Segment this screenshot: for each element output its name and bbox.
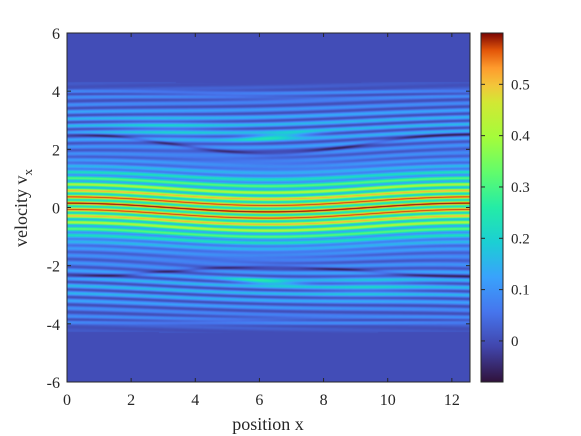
colorbar-tick-label: 0.4 bbox=[511, 129, 530, 145]
colorbar-tick-label: 0.1 bbox=[511, 283, 530, 299]
y-tick-label: -4 bbox=[47, 317, 60, 334]
x-tick-label: 2 bbox=[127, 392, 135, 409]
y-axis-ticks: -6 -4 -2 0 2 4 6 bbox=[47, 26, 470, 392]
y-tick-label: 6 bbox=[52, 26, 60, 43]
x-axis-ticks: 0 2 4 6 8 10 12 bbox=[63, 33, 460, 409]
y-tick-label: 0 bbox=[52, 201, 60, 218]
colorbar-tick-label: 0.5 bbox=[511, 77, 530, 93]
y-axis-label-main: velocity v bbox=[11, 176, 31, 247]
y-tick-label: 4 bbox=[52, 84, 60, 101]
colorbar-ticks: 0 0.1 0.2 0.3 0.4 0.5 bbox=[481, 77, 530, 350]
x-tick-label: 4 bbox=[191, 392, 199, 409]
x-tick-label: 12 bbox=[444, 392, 460, 409]
colorbar-tick-label: 0.2 bbox=[511, 231, 530, 247]
y-tick-label: -6 bbox=[47, 375, 60, 392]
x-tick-label: 0 bbox=[63, 392, 71, 409]
x-tick-label: 6 bbox=[255, 392, 263, 409]
x-axis-label: position x bbox=[232, 414, 304, 434]
heatmap-area bbox=[66, 32, 471, 383]
colorbar-tick-label: 0.3 bbox=[511, 180, 530, 196]
phase-space-density-image bbox=[67, 33, 470, 382]
colorbar-gradient bbox=[480, 32, 504, 383]
x-tick-label: 8 bbox=[320, 392, 328, 409]
y-axis-label-subscript: x bbox=[20, 169, 35, 176]
y-axis-label: velocity vx bbox=[11, 169, 35, 247]
y-tick-label: 2 bbox=[52, 142, 60, 159]
y-tick-label: -2 bbox=[47, 259, 60, 276]
colorbar-tick-label: 0 bbox=[511, 334, 519, 350]
colorbar: 0 0.1 0.2 0.3 0.4 0.5 bbox=[480, 32, 530, 383]
x-tick-label: 10 bbox=[380, 392, 396, 409]
